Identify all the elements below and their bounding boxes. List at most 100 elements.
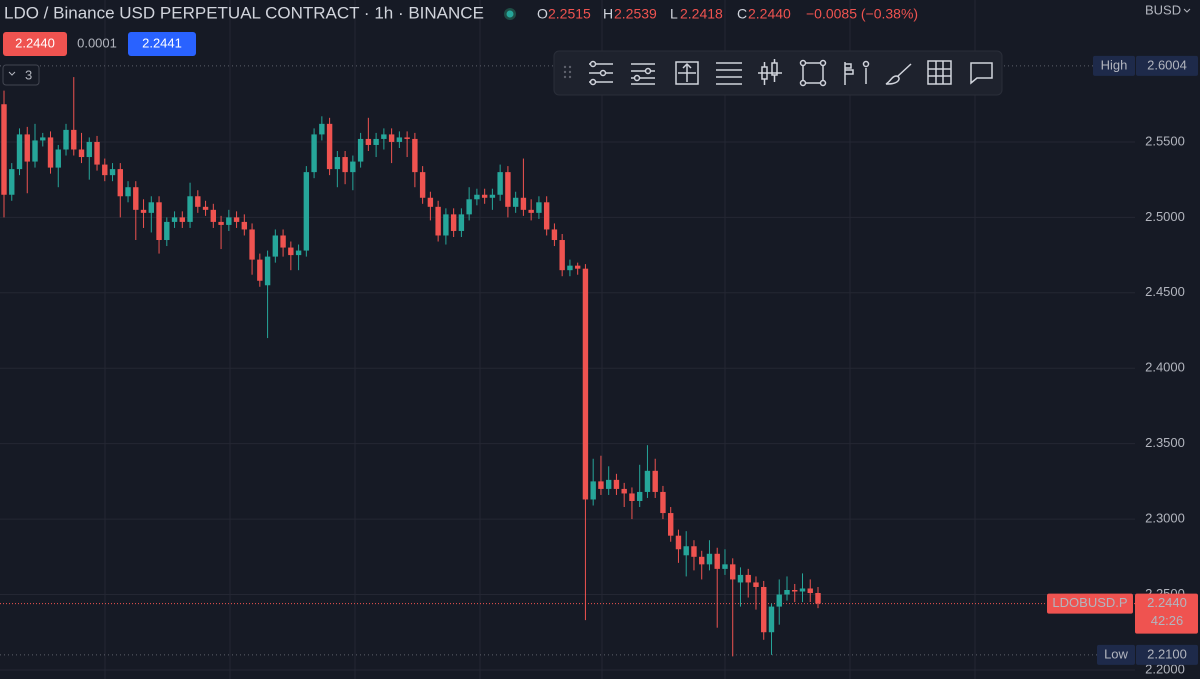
candle-body: [241, 221, 248, 230]
candle-body: [102, 164, 108, 176]
currency-select[interactable]: BUSD: [1145, 2, 1181, 17]
y-tick-label: 2.4000: [1145, 360, 1185, 375]
candle-body: [652, 470, 658, 492]
candle-body: [737, 574, 744, 583]
candle-body: [257, 259, 263, 281]
candle-body: [574, 265, 581, 269]
candle-body: [63, 129, 69, 150]
y-tick-label: 2.5500: [1145, 133, 1185, 148]
candle-body: [164, 221, 170, 241]
candle-body: [24, 134, 30, 162]
ohlc-key: L: [670, 6, 678, 22]
candle-body: [776, 594, 782, 607]
tool-channel[interactable]: [631, 63, 655, 85]
candle-body: [466, 199, 472, 215]
candle-body: [613, 479, 620, 489]
candle-body: [16, 134, 23, 170]
y-tick-label: 2.3000: [1145, 511, 1185, 526]
ohlc-key: C: [737, 6, 747, 22]
candle-body: [272, 235, 279, 257]
candle-body: [621, 488, 627, 494]
candle-body: [373, 138, 379, 145]
candle-body: [675, 535, 682, 550]
candle-body: [730, 564, 736, 580]
tool-lines[interactable]: [589, 60, 613, 86]
status-dot: [506, 10, 514, 18]
low-name: Low: [1104, 646, 1128, 661]
candle-body: [288, 247, 294, 256]
candle-body: [815, 593, 821, 604]
candle-body: [357, 138, 364, 162]
dropdown-arrow: [1183, 8, 1191, 13]
low-tag: 2.2100: [1147, 646, 1187, 661]
price-axis: 2.20002.25002.30002.35002.40002.45002.50…: [1047, 55, 1198, 676]
tool-grid[interactable]: [927, 60, 952, 85]
candle-body: [807, 588, 813, 594]
tool-measure[interactable]: [675, 61, 699, 85]
candle-body: [636, 491, 643, 501]
candle-body: [171, 217, 178, 222]
high-name: High: [1101, 57, 1128, 72]
candle-body: [474, 194, 480, 200]
candle-body: [450, 214, 457, 231]
candle-body: [559, 240, 565, 271]
candle-body: [156, 202, 162, 241]
low-name-bg: [1097, 644, 1135, 665]
candle-body: [226, 217, 232, 225]
candle-body: [435, 206, 441, 236]
candle-body: [660, 491, 666, 514]
grid-layer: [0, 141, 1135, 671]
ohlc-value: 2.2515: [548, 6, 591, 22]
candle-body: [40, 137, 46, 141]
tool-comment[interactable]: [970, 62, 993, 85]
tool-ruler[interactable]: [844, 60, 870, 86]
buy-button[interactable]: [128, 32, 196, 56]
candle-body: [295, 250, 302, 256]
y-tick-label: 2.4500: [1145, 284, 1185, 299]
candle-body: [551, 229, 558, 241]
candle-body: [179, 217, 186, 222]
candle-body: [799, 588, 806, 592]
candle-body: [94, 141, 100, 165]
candle-body: [644, 470, 651, 492]
candle-body: [125, 187, 131, 197]
candle-body: [598, 481, 604, 489]
candle-body: [280, 235, 286, 248]
candle-body: [350, 161, 356, 173]
tool-text-lines[interactable]: [716, 62, 742, 85]
indicator-count: 3: [25, 67, 32, 82]
indicators-toggle[interactable]: [2, 64, 40, 86]
y-tick-label: 2.3500: [1145, 435, 1185, 450]
sell-button[interactable]: [3, 32, 67, 56]
tool-brush[interactable]: [885, 63, 912, 85]
candle-body: [582, 268, 589, 500]
last-tag-bg: [1135, 593, 1198, 634]
candle-body: [365, 138, 372, 145]
candle-body: [55, 149, 61, 168]
vertical-grid: [104, 0, 976, 679]
candle-body: [605, 479, 612, 489]
ohlc-key: H: [603, 6, 613, 22]
candle-body: [768, 606, 775, 633]
drag-handle: [563, 65, 572, 79]
high-tag-bg: [1136, 55, 1198, 76]
candle-body: [505, 172, 511, 207]
candle-body: [71, 129, 77, 150]
candle-body: [404, 137, 410, 139]
tool-rectangle[interactable]: [799, 59, 827, 87]
candle-body: [691, 546, 697, 557]
candle-body: [381, 134, 387, 139]
candle-body: [148, 202, 154, 213]
change: −0.0085 (−0.38%): [806, 6, 918, 22]
candle-body: [629, 493, 635, 501]
candle-body: [202, 206, 209, 210]
high-name-bg: [1093, 55, 1135, 76]
candle-body: [396, 137, 403, 142]
candle-body: [218, 221, 224, 225]
tool-candles[interactable]: [758, 59, 782, 85]
price-lines: [0, 65, 1135, 656]
candle-body: [427, 197, 434, 207]
ohlc-value: 2.2418: [680, 6, 723, 22]
